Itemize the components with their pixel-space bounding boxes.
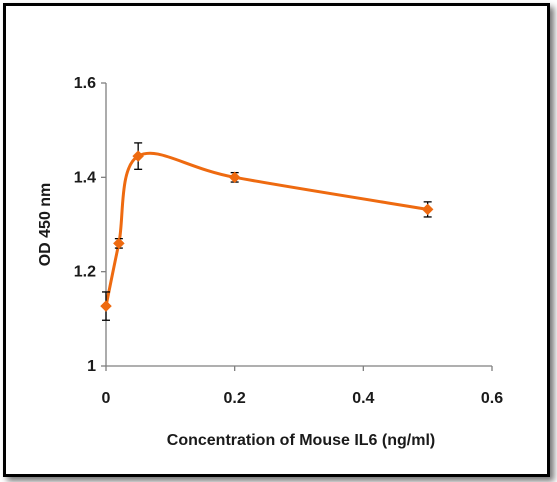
chart-frame (3, 3, 550, 477)
axes (101, 82, 493, 371)
x-tick-label: 0 (102, 390, 111, 407)
y-tick-label: 1.4 (74, 169, 96, 186)
y-tick-label: 1.2 (74, 264, 96, 281)
x-tick-label: 0.6 (481, 390, 503, 407)
series-line (104, 151, 428, 307)
y-tick-label: 1 (87, 358, 96, 375)
tick-labels: 1 1.2 1.4 1.6 0 0.2 0.4 0.6 (74, 75, 503, 407)
x-tick-label: 0.2 (224, 390, 246, 407)
y-axis-title: OD 450 nm (37, 183, 54, 267)
x-tick-label: 0.4 (352, 390, 374, 407)
data-point (421, 203, 434, 216)
data-point (113, 237, 125, 250)
series-layer (100, 142, 434, 321)
x-axis-title: Concentration of Mouse IL6 (ng/ml) (167, 432, 435, 449)
data-point (100, 300, 112, 312)
data-point (228, 171, 241, 184)
data-point (132, 150, 145, 162)
y-tick-label: 1.6 (74, 75, 96, 92)
